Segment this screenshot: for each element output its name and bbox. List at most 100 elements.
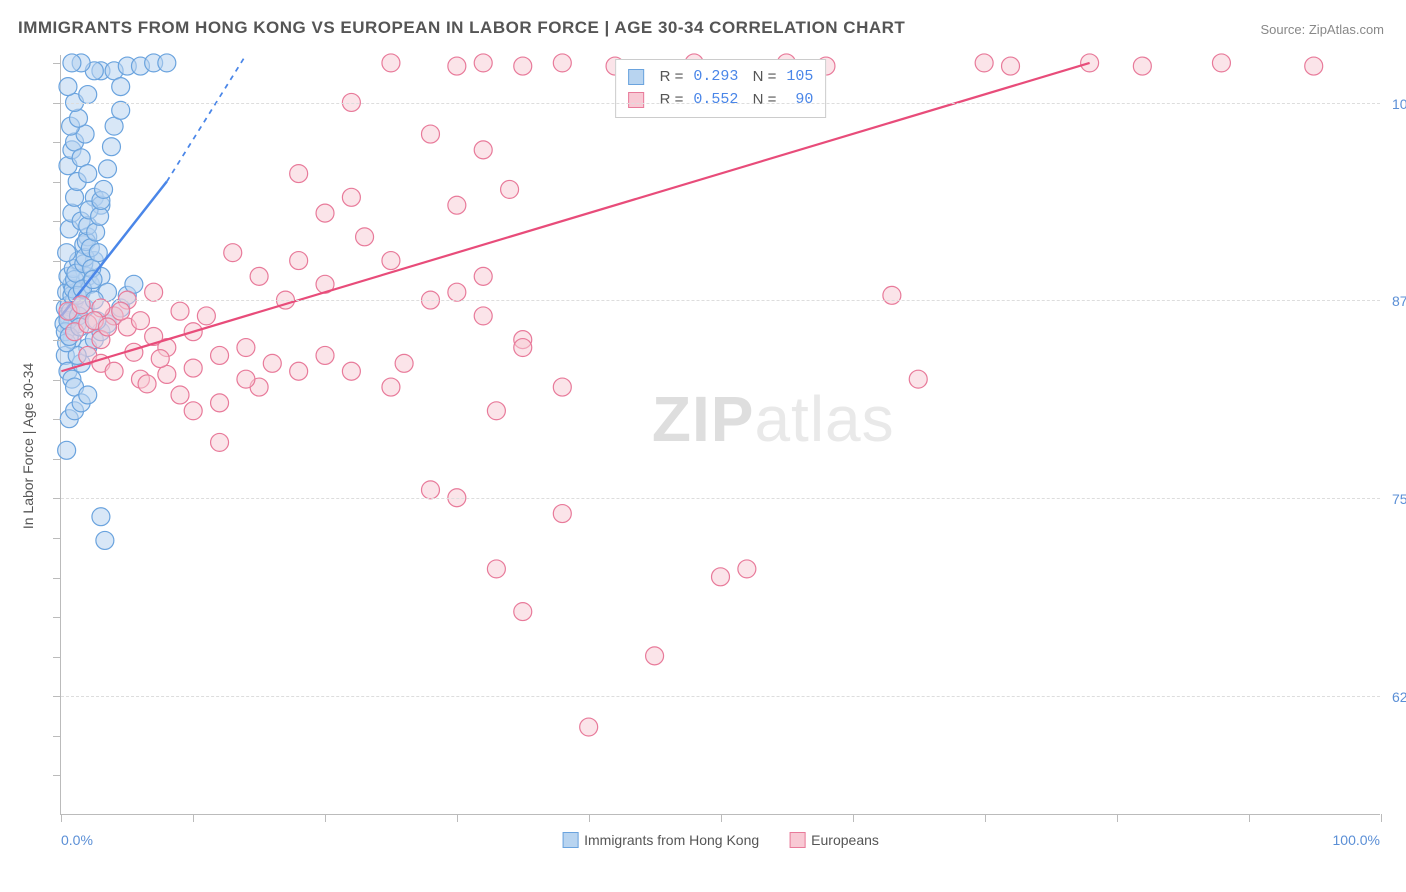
data-point [356,228,374,246]
data-point [171,386,189,404]
data-point [211,394,229,412]
y-tick [53,498,61,499]
data-point [487,402,505,420]
legend-label: Immigrants from Hong Kong [584,832,759,848]
data-point [553,505,571,523]
legend-row: R =0.552 N = 90 [628,89,814,112]
data-point [514,57,532,75]
data-point [79,386,97,404]
y-tick [53,657,61,658]
y-tick-label: 75.0% [1384,491,1406,507]
data-point [290,252,308,270]
data-point [66,188,84,206]
data-point [1133,57,1151,75]
data-point [448,196,466,214]
chart-area: ZIPatlas R =0.293 N =105R =0.552 N = 90 … [60,55,1380,815]
y-tick [53,182,61,183]
y-tick-label: 87.5% [1384,293,1406,309]
data-point [87,223,105,241]
legend-swatch [628,92,644,108]
series-legend: Immigrants from Hong Kong Europeans [562,832,879,848]
gridline: 100.0% [61,103,1380,104]
data-point [105,362,123,380]
data-point [63,54,81,72]
data-point [145,283,163,301]
data-point [138,375,156,393]
data-point [316,204,334,222]
data-point [382,252,400,270]
y-tick [53,696,61,697]
data-point [151,350,169,368]
data-point [487,560,505,578]
data-point [91,207,109,225]
x-tick [589,814,590,822]
legend-item: Immigrants from Hong Kong [562,832,759,848]
data-point [712,568,730,586]
y-axis-label: In Labor Force | Age 30-34 [20,363,36,529]
data-point [171,302,189,320]
data-point [290,165,308,183]
data-point [382,378,400,396]
data-point [448,57,466,75]
data-point [883,286,901,304]
data-point [72,296,90,314]
legend-r-label: R = [660,89,684,112]
data-point [553,378,571,396]
data-point [99,318,117,336]
data-point [975,54,993,72]
x-tick [721,814,722,822]
data-point [95,180,113,198]
legend-swatch [562,832,578,848]
scatter-plot [61,55,1380,814]
data-point [382,54,400,72]
data-point [79,86,97,104]
data-point [211,346,229,364]
data-point [237,370,255,388]
data-point [58,441,76,459]
y-tick [53,142,61,143]
legend-label: Europeans [811,832,879,848]
x-tick [1249,814,1250,822]
chart-title: IMMIGRANTS FROM HONG KONG VS EUROPEAN IN… [18,18,905,38]
y-tick [53,103,61,104]
y-tick [53,775,61,776]
data-point [421,481,439,499]
data-point [514,339,532,357]
y-tick [53,538,61,539]
x-tick [457,814,458,822]
y-tick-label: 100.0% [1384,96,1406,112]
data-point [553,54,571,72]
data-point [290,362,308,380]
data-point [909,370,927,388]
x-tick [853,814,854,822]
data-point [1212,54,1230,72]
y-tick [53,63,61,64]
data-point [70,109,88,127]
y-tick [53,617,61,618]
legend-swatch [628,69,644,85]
legend-item: Europeans [789,832,879,848]
gridline: 75.0% [61,498,1380,499]
x-tick [1381,814,1382,822]
data-point [448,283,466,301]
y-tick [53,261,61,262]
data-point [501,180,519,198]
y-tick [53,340,61,341]
data-point [474,54,492,72]
data-point [211,433,229,451]
data-point [738,560,756,578]
x-min-label: 0.0% [61,832,93,848]
data-point [112,78,130,96]
legend-r-value: 0.293 [693,66,738,89]
data-point [79,165,97,183]
correlation-legend: R =0.293 N =105R =0.552 N = 90 [615,59,827,118]
data-point [59,78,77,96]
data-point [342,188,360,206]
x-tick [1117,814,1118,822]
data-point [580,718,598,736]
data-point [158,54,176,72]
x-tick [325,814,326,822]
y-tick-label: 62.5% [1384,689,1406,705]
data-point [131,312,149,330]
data-point [184,402,202,420]
